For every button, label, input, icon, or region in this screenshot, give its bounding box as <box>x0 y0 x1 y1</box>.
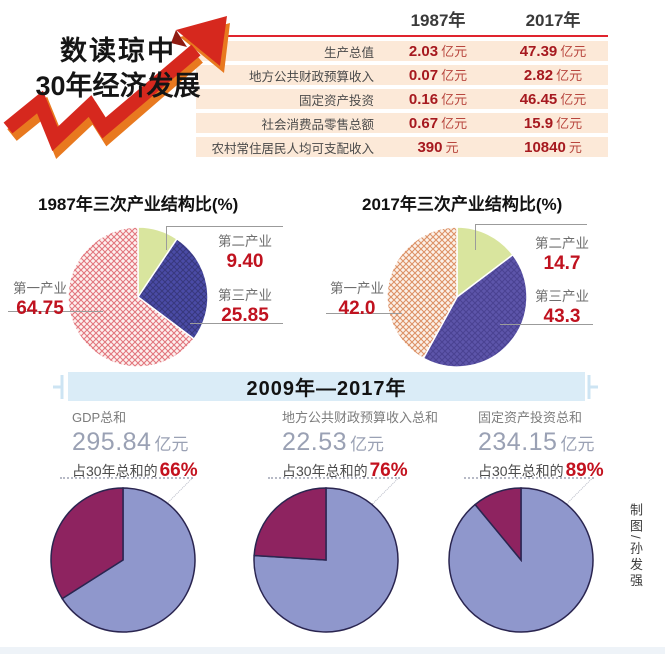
table-row: 生产总值 2.03 亿元 47.39 亿元 <box>196 41 608 61</box>
pie-slice <box>422 253 528 368</box>
connector-line <box>8 311 103 312</box>
pie-chart-1987 <box>67 226 209 368</box>
page-title: 数读琼中 30年经济发展 <box>2 34 234 104</box>
dotted-leader <box>60 477 193 479</box>
row-value-2017: 46.45 亿元 <box>519 91 587 108</box>
stat-block-investment: 固定资产投资总和 234.15 亿元 占30年总和的 89% <box>478 407 604 482</box>
stat-label: 固定资产投资总和 <box>478 410 583 425</box>
row-label: 地方公共财政预算收入 <box>248 69 374 84</box>
pie-1987-secondary-label: 第二产业 9.40 <box>218 234 272 272</box>
stat-label: GDP总和 <box>72 410 127 425</box>
pie-slice <box>136 237 209 341</box>
pie-2017-title: 2017年三次产业结构比(%) <box>362 195 563 214</box>
connector-line <box>190 323 283 324</box>
table-row: 社会消费品零售总额 0.67 亿元 15.9 亿元 <box>196 113 608 133</box>
stat-block-gdp: GDP总和 295.84 亿元 占30年总和的 66% <box>72 407 198 482</box>
stat-value: 295.84 亿元 <box>72 428 189 456</box>
growth-arrow-graphic <box>3 16 230 159</box>
connector-line <box>326 313 402 314</box>
dotted-leader <box>464 477 594 479</box>
connector-line <box>475 224 587 225</box>
bottom-strip <box>0 647 665 654</box>
page-title-line1: 数读琼中 <box>60 36 176 66</box>
pie-1987-tertiary-label: 第三产业 25.85 <box>218 288 272 326</box>
table-row: 地方公共财政预算收入 0.07 亿元 2.82 亿元 <box>196 65 608 85</box>
row-value-2017: 10840 元 <box>524 139 582 156</box>
pie-slice <box>61 487 196 633</box>
row-value-1987: 0.07 亿元 <box>408 67 468 84</box>
row-value-2017: 15.9 亿元 <box>523 115 583 132</box>
row-label: 农村常住居民人均可支配收入 <box>211 141 374 156</box>
pie-slice <box>386 226 458 360</box>
table-header-row: 1987年 2017年 <box>196 6 608 31</box>
row-value-1987: 0.67 亿元 <box>408 115 468 132</box>
pie-slice <box>253 487 327 561</box>
banner-left-ornament <box>53 375 64 399</box>
stat-value: 22.53 亿元 <box>282 428 385 456</box>
connector-line <box>166 226 167 250</box>
table-col-header-1987: 1987年 <box>410 11 466 30</box>
row-value-1987: 2.03 亿元 <box>408 43 468 60</box>
row-value-2017: 47.39 亿元 <box>519 43 587 60</box>
pie-slice <box>67 226 196 368</box>
period-banner: 2009年—2017年 <box>68 372 585 401</box>
table-row: 农村常住居民人均可支配收入 390 元 10840 元 <box>196 137 608 157</box>
pie-chart-gdp-share <box>50 487 196 633</box>
table-row: 固定资产投资 0.16 亿元 46.45 亿元 <box>196 89 608 109</box>
stat-share: 占30年总和的 66% <box>72 460 198 481</box>
pie-chart-2017 <box>386 226 528 368</box>
banner-right-ornament <box>587 375 598 399</box>
row-label: 社会消费品零售总额 <box>261 117 374 132</box>
stat-share: 占30年总和的 89% <box>478 460 604 481</box>
credit-byline: 制图/孙发强 <box>628 503 643 590</box>
pie-slice <box>50 487 124 600</box>
pie-2017-secondary-label: 第二产业 14.7 <box>535 236 589 274</box>
pie-1987-primary-label: 第一产业 64.75 <box>13 281 67 319</box>
dotted-leader <box>268 477 400 479</box>
table-col-header-2017: 2017年 <box>525 11 581 30</box>
stat-label: 地方公共财政预算收入总和 <box>282 410 439 425</box>
stat-value: 234.15 亿元 <box>478 428 595 456</box>
connector-line <box>166 226 283 227</box>
row-value-2017: 2.82 亿元 <box>523 67 583 84</box>
pie-2017-primary-label: 第一产业 42.0 <box>330 281 384 319</box>
pie-chart-investment-share <box>448 487 594 633</box>
pie-slice <box>474 487 522 563</box>
row-value-1987: 0.16 亿元 <box>408 91 468 108</box>
connector-line <box>500 324 593 325</box>
pie-chart-revenue-share <box>253 487 399 633</box>
pie-1987-title: 1987年三次产业结构比(%) <box>38 195 239 214</box>
row-value-1987: 390 元 <box>417 139 459 156</box>
pie-2017-tertiary-label: 第三产业 43.3 <box>535 289 589 327</box>
pie-slice <box>456 226 514 299</box>
stat-block-revenue: 地方公共财政预算收入总和 22.53 亿元 占30年总和的 76% <box>282 407 438 482</box>
stat-share: 占30年总和的 76% <box>282 460 408 481</box>
row-label: 固定资产投资 <box>298 93 374 108</box>
table-header-rule <box>196 35 608 37</box>
page-title-line2: 30年经济发展 <box>35 71 201 102</box>
row-label: 生产总值 <box>323 45 374 60</box>
comparison-table: 1987年 2017年 生产总值 2.03 亿元 47.39 亿元 地方公共财政预算… <box>196 6 608 157</box>
connector-line <box>475 224 476 250</box>
